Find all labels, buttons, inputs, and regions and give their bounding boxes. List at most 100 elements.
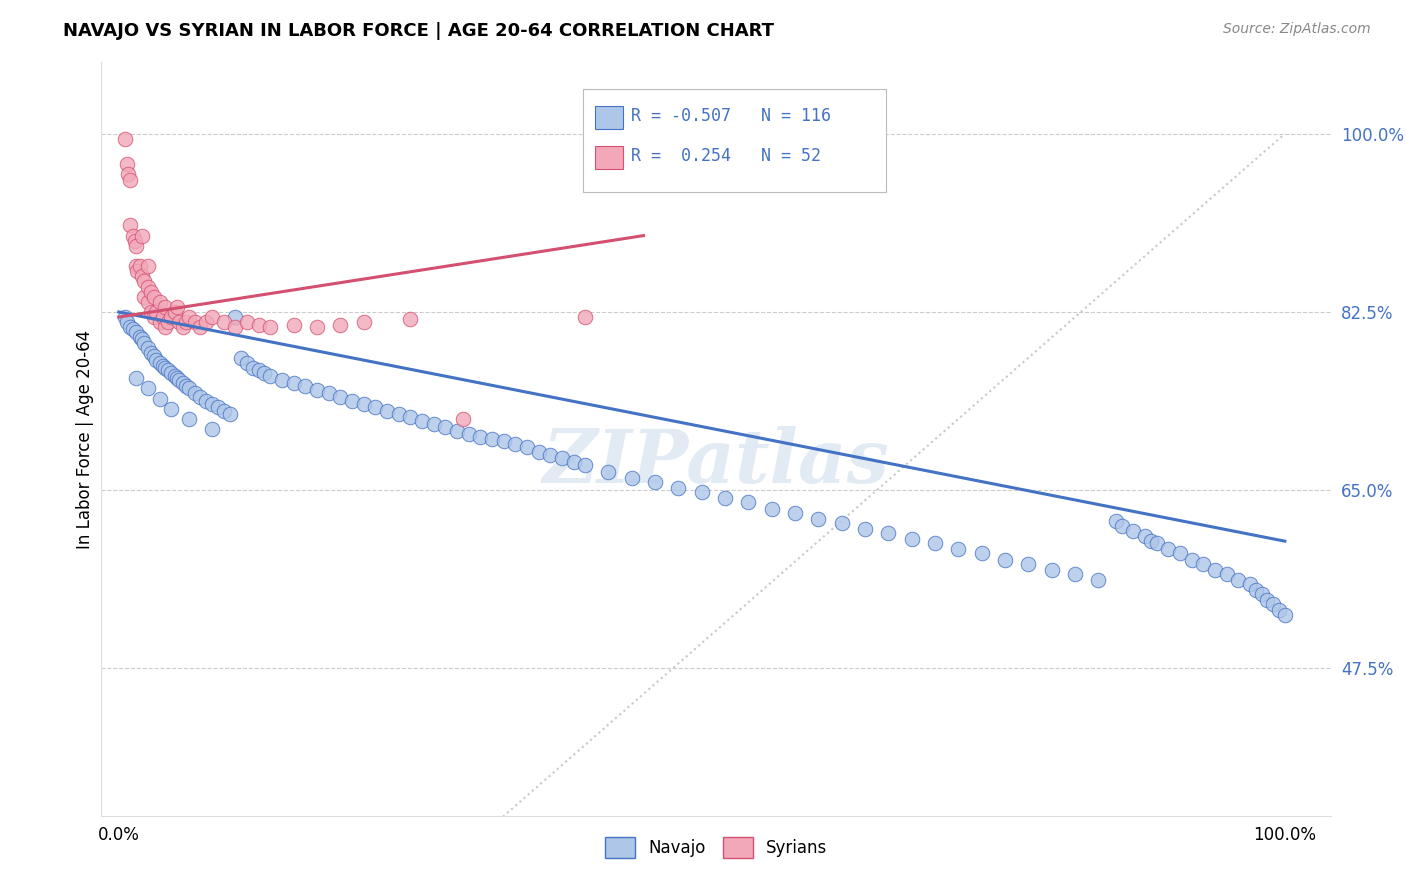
Text: R = -0.507   N = 116: R = -0.507 N = 116 — [631, 107, 831, 125]
Point — [737, 495, 759, 509]
Point — [457, 427, 479, 442]
Point — [831, 516, 853, 530]
Point — [1204, 563, 1226, 577]
Point — [853, 522, 876, 536]
Point — [1263, 597, 1285, 611]
Text: NAVAJO VS SYRIAN IN LABOR FORCE | AGE 20-64 CORRELATION CHART: NAVAJO VS SYRIAN IN LABOR FORCE | AGE 20… — [63, 22, 775, 40]
Point — [201, 397, 224, 411]
Point — [1122, 524, 1144, 538]
Point — [131, 269, 153, 284]
Text: Source: ZipAtlas.com: Source: ZipAtlas.com — [1223, 22, 1371, 37]
Point — [188, 320, 211, 334]
Point — [155, 361, 177, 376]
Point — [155, 300, 177, 314]
Point — [128, 259, 150, 273]
Point — [329, 390, 352, 404]
Point — [195, 393, 218, 408]
Point — [538, 448, 561, 462]
Point — [176, 379, 198, 393]
Point — [141, 345, 163, 359]
Point — [620, 471, 643, 485]
Point — [1180, 552, 1202, 566]
Point — [1111, 519, 1133, 533]
Point — [183, 315, 205, 329]
Point — [115, 157, 138, 171]
Point — [1227, 573, 1250, 587]
Point — [1244, 583, 1267, 598]
Point — [399, 312, 422, 326]
Point — [172, 376, 194, 391]
Point — [236, 315, 259, 329]
Point — [1250, 587, 1272, 601]
Point — [156, 315, 179, 329]
Point — [242, 361, 264, 376]
Point — [148, 315, 170, 329]
Point — [145, 305, 167, 319]
Point — [353, 315, 375, 329]
Point — [259, 369, 281, 384]
Point — [142, 290, 165, 304]
Point — [160, 310, 183, 324]
Point — [145, 352, 167, 367]
Point — [481, 433, 503, 447]
Point — [169, 315, 191, 329]
Point — [900, 532, 922, 546]
Point — [807, 512, 830, 526]
Point — [318, 386, 340, 401]
Point — [1133, 529, 1156, 543]
Point — [353, 397, 375, 411]
Point — [411, 414, 433, 428]
Point — [690, 485, 713, 500]
Point — [136, 294, 159, 309]
Point — [142, 349, 165, 363]
Point — [125, 326, 148, 340]
Point — [218, 407, 240, 421]
Point — [117, 168, 139, 182]
Point — [1064, 566, 1087, 581]
Point — [148, 294, 170, 309]
Point — [574, 458, 596, 472]
Point — [247, 318, 270, 333]
Point — [1168, 546, 1191, 560]
Point — [1087, 573, 1109, 587]
Point — [761, 501, 783, 516]
Point — [125, 239, 148, 253]
Point — [948, 542, 970, 557]
Point — [305, 320, 328, 334]
Point — [470, 430, 492, 444]
Point — [399, 409, 422, 424]
Y-axis label: In Labor Force | Age 20-64: In Labor Force | Age 20-64 — [76, 330, 94, 549]
Point — [177, 310, 200, 324]
Point — [177, 412, 200, 426]
Point — [574, 310, 596, 324]
Point — [120, 172, 142, 186]
Point — [172, 320, 194, 334]
Point — [201, 310, 224, 324]
Point — [160, 401, 183, 416]
Point — [163, 369, 186, 384]
Point — [155, 320, 177, 334]
Point — [1017, 557, 1039, 571]
Point — [125, 371, 148, 385]
Point — [375, 404, 398, 418]
Point — [166, 371, 188, 385]
Point — [1239, 577, 1261, 591]
Point — [148, 392, 170, 406]
Point — [253, 366, 276, 380]
Point — [160, 366, 183, 380]
Point — [644, 475, 666, 489]
Point — [1268, 603, 1291, 617]
Point — [714, 491, 737, 506]
Point — [201, 422, 224, 436]
Point — [970, 546, 993, 560]
Point — [183, 386, 205, 401]
Point — [1215, 566, 1237, 581]
Point — [124, 234, 146, 248]
Point — [283, 376, 305, 391]
Point — [1146, 536, 1168, 550]
Point — [492, 434, 515, 449]
Point — [224, 310, 246, 324]
Point — [136, 279, 159, 293]
Point — [176, 315, 198, 329]
Point — [1139, 534, 1161, 549]
